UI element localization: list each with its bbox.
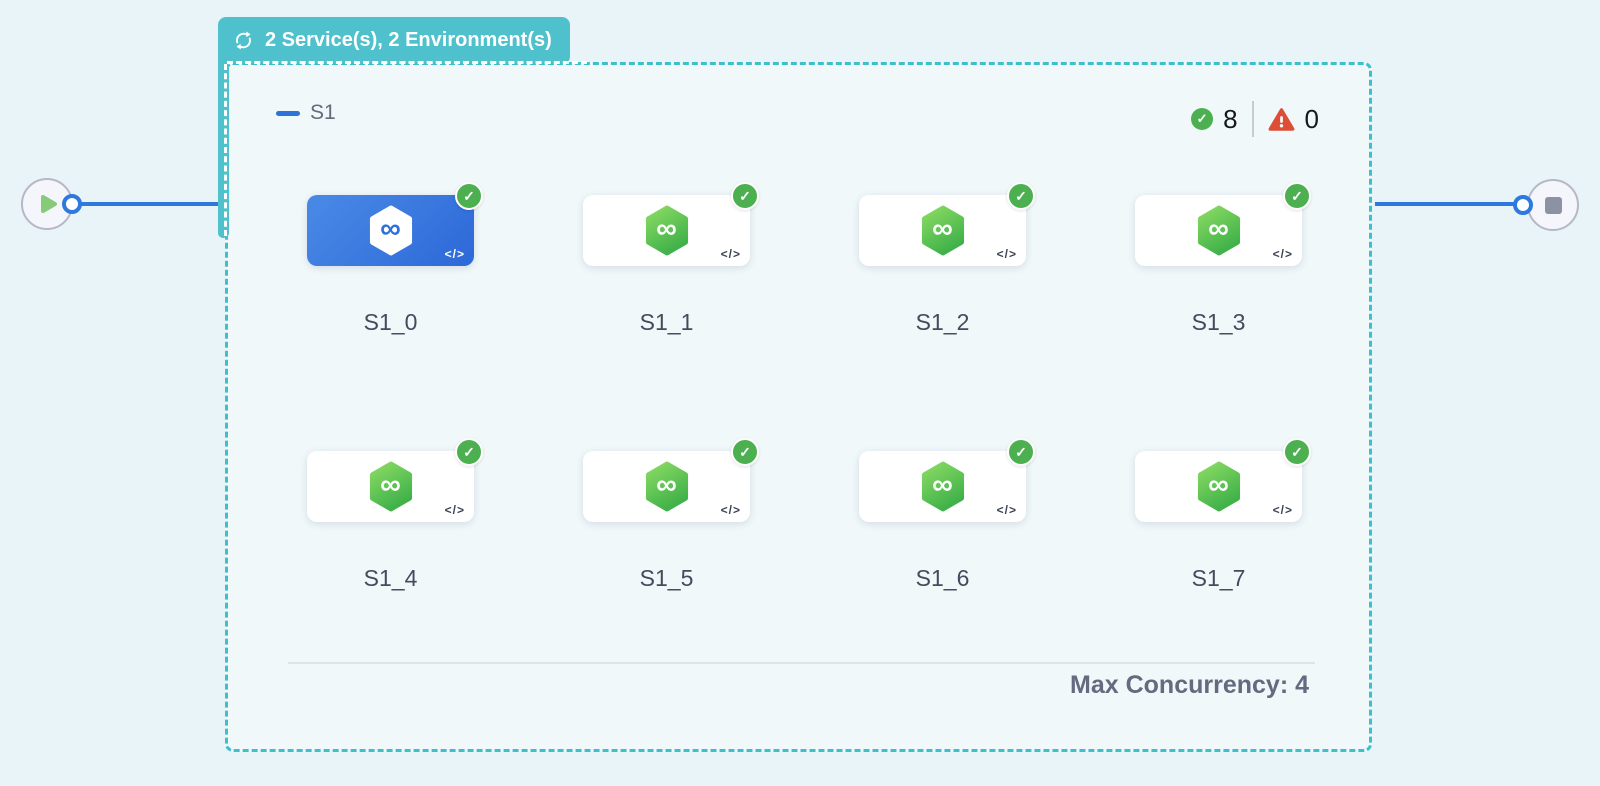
infinity-icon: ∞ [380,468,401,501]
infinity-icon: ∞ [656,212,677,245]
success-badge-icon: ✓ [455,182,483,210]
service-node[interactable]: ∞ </> ✓ [307,438,483,522]
infinity-icon: ∞ [932,212,953,245]
loop-badge-label: 2 Service(s), 2 Environment(s) [265,28,552,51]
code-icon: </> [444,503,465,517]
minus-icon [276,110,300,116]
max-concurrency-label: Max Concurrency: 4 [1070,671,1309,699]
success-badge-icon: ✓ [731,182,759,210]
service-hexagon-icon: ∞ [1195,461,1242,512]
infinity-icon: ∞ [1208,212,1229,245]
stop-icon [1544,196,1562,214]
success-badge-icon: ✓ [1007,438,1035,466]
stage-status-summary: ✓ 8 0 [1191,101,1319,137]
service-node[interactable]: ∞ </> ✓ [1135,182,1311,266]
infinity-icon: ∞ [932,468,953,501]
service-hexagon-icon: ∞ [643,461,690,512]
success-badge-icon: ✓ [731,438,759,466]
play-icon [39,193,59,215]
service-hexagon-icon: ∞ [367,461,414,512]
success-badge-icon: ✓ [1283,182,1311,210]
warning-icon [1268,107,1295,132]
connector-port-right[interactable] [1513,195,1533,215]
service-node-label: S1_0 [363,309,418,335]
service-node[interactable]: ∞ </> ✓ [583,438,759,522]
loop-icon [232,29,255,52]
service-node-label: S1_3 [1191,309,1246,335]
service-node[interactable]: ∞ </> ✓ [1135,438,1311,522]
code-icon: </> [996,247,1017,261]
service-node-label: S1_1 [639,309,694,335]
code-icon: </> [720,503,741,517]
success-icon: ✓ [1191,108,1214,130]
stage-name: S1 [310,101,336,124]
service-node[interactable]: ∞ </> ✓ [859,438,1035,522]
code-icon: </> [1272,503,1293,517]
failure-count: 0 [1304,103,1319,134]
service-hexagon-icon: ∞ [919,461,966,512]
service-node-label: S1_4 [363,565,418,591]
loop-strategy-badge[interactable]: 2 Service(s), 2 Environment(s) [218,17,570,63]
service-hexagon-icon: ∞ [919,205,966,256]
loop-badge-strip [218,60,229,238]
code-icon: </> [1272,247,1293,261]
stage-container: S1 ✓ 8 0 [225,62,1372,752]
service-node-label: S1_7 [1191,565,1246,591]
service-node[interactable]: ∞ </> ✓ [307,182,483,266]
success-count: 8 [1223,103,1238,134]
service-node[interactable]: ∞ </> ✓ [859,182,1035,266]
collapse-stage-button[interactable] [276,105,306,121]
success-badge-icon: ✓ [455,438,483,466]
status-divider [1251,101,1254,137]
service-node-label: S1_5 [639,565,694,591]
service-node-label: S1_6 [915,565,970,591]
infinity-icon: ∞ [1208,468,1229,501]
connector-line-right [1375,202,1514,206]
connector-line-left [80,202,226,206]
service-hexagon-icon: ∞ [643,205,690,256]
code-icon: </> [720,247,741,261]
service-hexagon-icon: ∞ [1195,205,1242,256]
code-icon: </> [444,247,465,261]
service-node[interactable]: ∞ </> ✓ [583,182,759,266]
service-node-label: S1_2 [915,309,970,335]
infinity-icon: ∞ [380,212,401,245]
service-hexagon-icon: ∞ [367,205,414,256]
end-node[interactable] [1527,179,1579,231]
success-badge-icon: ✓ [1007,182,1035,210]
connector-port-left[interactable] [62,194,82,214]
success-badge-icon: ✓ [1283,438,1311,466]
infinity-icon: ∞ [656,468,677,501]
footer-divider [288,662,1315,664]
code-icon: </> [996,503,1017,517]
